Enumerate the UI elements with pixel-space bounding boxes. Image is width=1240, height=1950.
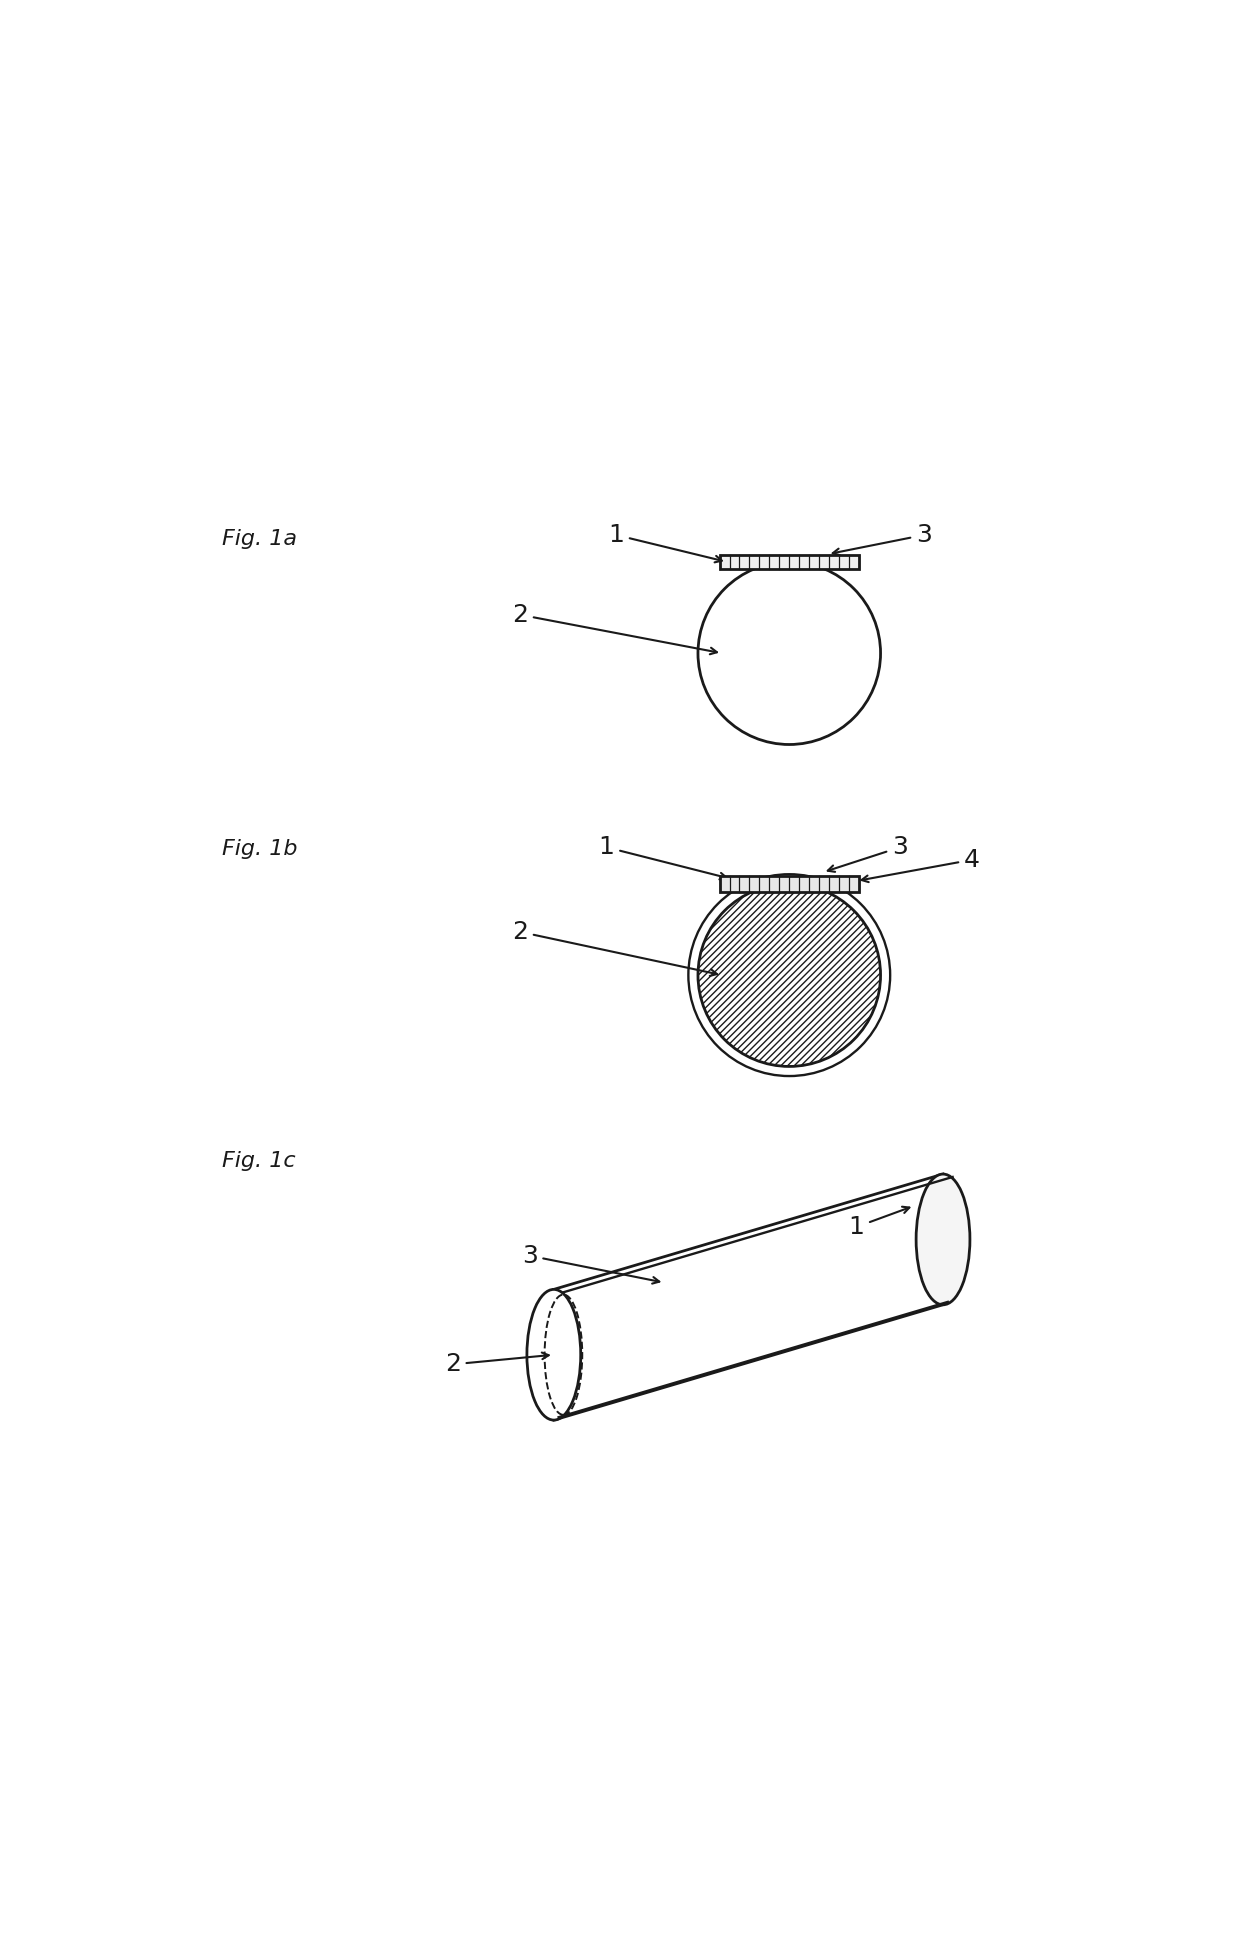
Text: 1: 1 bbox=[848, 1207, 909, 1238]
Text: Fig. 1c: Fig. 1c bbox=[222, 1150, 296, 1172]
Text: 3: 3 bbox=[522, 1244, 660, 1283]
Text: 1: 1 bbox=[609, 523, 722, 562]
Bar bbox=[719, 556, 859, 569]
Text: 4: 4 bbox=[862, 848, 980, 881]
Text: 3: 3 bbox=[828, 835, 908, 872]
Ellipse shape bbox=[527, 1289, 580, 1420]
Bar bbox=[719, 876, 859, 891]
Text: 2: 2 bbox=[512, 920, 717, 975]
Text: Fig. 1b: Fig. 1b bbox=[222, 838, 298, 860]
Ellipse shape bbox=[916, 1174, 970, 1305]
Text: 3: 3 bbox=[833, 523, 931, 556]
Text: 1: 1 bbox=[599, 835, 727, 879]
Text: Fig. 1a: Fig. 1a bbox=[222, 528, 298, 548]
Text: 2: 2 bbox=[445, 1353, 549, 1377]
Text: 2: 2 bbox=[512, 603, 717, 655]
Circle shape bbox=[698, 883, 880, 1067]
